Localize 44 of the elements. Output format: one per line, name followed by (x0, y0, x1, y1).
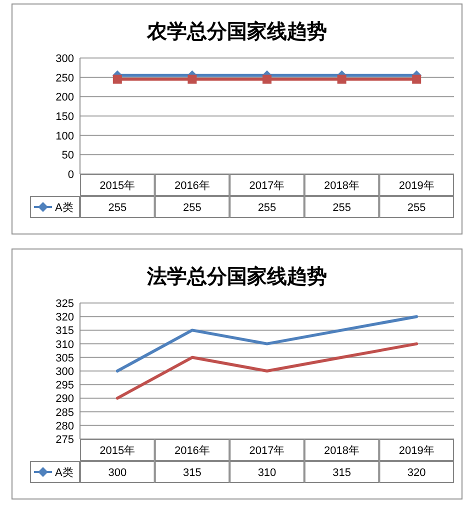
data-label: 320 (407, 467, 426, 479)
x-tick-label: 2017年 (249, 445, 285, 457)
y-tick-label: 200 (56, 92, 74, 104)
x-tick-label: 2019年 (398, 445, 434, 457)
y-tick-label: 0 (68, 169, 74, 181)
x-tick-label: 2015年 (100, 445, 136, 457)
legend-label: A类 (55, 201, 74, 214)
x-tick-label: 2016年 (174, 445, 210, 457)
data-label: 300 (108, 467, 127, 479)
data-label: 255 (407, 202, 426, 214)
x-tick-label: 2017年 (249, 180, 285, 192)
y-tick-label: 100 (56, 130, 74, 142)
legend-label: A类 (55, 466, 74, 479)
data-label: 255 (183, 202, 202, 214)
y-tick-label: 285 (56, 406, 74, 419)
x-tick-label: 2015年 (100, 180, 136, 192)
y-tick-label: 300 (56, 53, 74, 65)
x-tick-label: 2016年 (174, 180, 210, 192)
line-series (116, 342, 418, 400)
x-tick-label: 2018年 (324, 180, 360, 192)
y-tick-label: 150 (56, 111, 74, 123)
y-tick-label: 320 (56, 312, 74, 324)
data-label: 315 (183, 467, 202, 479)
x-tick-label: 2019年 (398, 180, 434, 192)
line-series (116, 315, 418, 372)
y-tick-label: 250 (56, 72, 74, 84)
y-tick-label: 275 (56, 434, 74, 446)
y-tick-label: 310 (56, 338, 74, 351)
y-tick-label: 325 (56, 298, 74, 310)
y-tick-label: 280 (56, 420, 74, 432)
y-tick-label: 315 (56, 325, 74, 338)
data-label: 310 (258, 467, 276, 479)
data-label: 255 (108, 202, 127, 214)
y-tick-label: 305 (56, 352, 74, 364)
y-tick-label: 295 (56, 380, 74, 392)
x-tick-label: 2018年 (324, 445, 360, 457)
y-tick-label: 300 (56, 366, 74, 378)
chart-title: 法学总分国家线趋势 (146, 265, 327, 288)
y-tick-label: 290 (56, 393, 74, 406)
chart-title: 农学总分国家线趋势 (146, 20, 327, 43)
data-label: 315 (332, 467, 351, 479)
data-label: 255 (258, 202, 276, 214)
y-tick-label: 50 (62, 150, 74, 162)
data-label: 255 (332, 202, 351, 214)
